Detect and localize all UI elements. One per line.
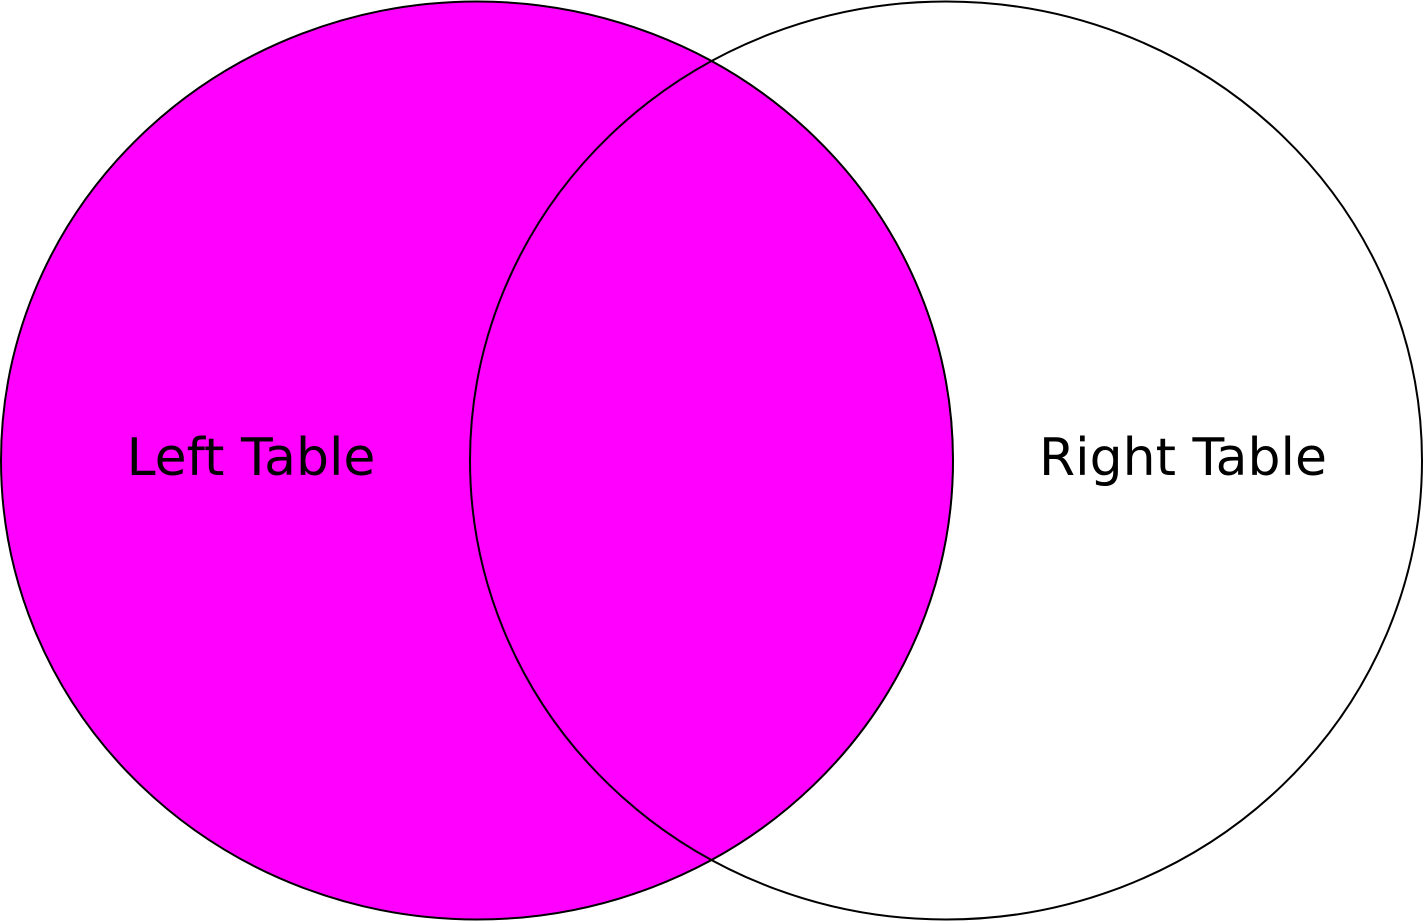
left-table-label: Left Table [127,428,376,488]
right-table-label: Right Table [1039,428,1327,488]
intersection-outline [470,1,954,920]
right-table-circle [469,0,1423,921]
